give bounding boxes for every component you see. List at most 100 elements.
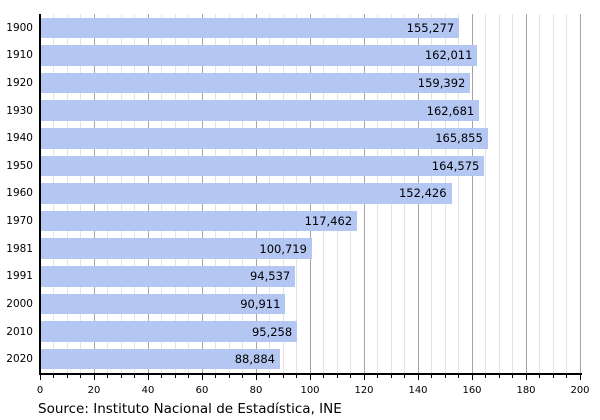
major-tick-60 (201, 375, 203, 380)
minor-tick-165 (485, 375, 486, 378)
bar-1900: 155,277 (40, 17, 460, 39)
major-tick-20 (93, 375, 95, 380)
minor-tick-35 (134, 375, 135, 378)
x-axis-tick-labels: 0 20 40 60 80 100 120 140 160 180 200 (36, 385, 590, 397)
y-axis-label-2020: 2020 (6, 353, 33, 366)
minor-gridline-155 (458, 14, 459, 373)
y-axis-label-1950: 1950 (6, 159, 33, 172)
minor-tick-95 (296, 375, 297, 378)
bar-value-label: 164,575 (431, 158, 480, 173)
minor-tick-105 (323, 375, 324, 378)
minor-tick-190 (552, 375, 554, 378)
bar-1950: 164,575 (40, 155, 485, 177)
minor-tick-135 (404, 375, 405, 378)
minor-tick-185 (539, 375, 540, 378)
major-tick-80 (255, 375, 257, 380)
minor-tick-45 (161, 375, 162, 378)
bar-value-label: 152,426 (398, 186, 447, 201)
x-tick-label-20: 20 (87, 385, 101, 396)
minor-tick-175 (512, 375, 513, 378)
bar-1960: 152,426 (40, 183, 452, 204)
x-tick-label-100: 100 (300, 385, 320, 396)
minor-tick-10 (66, 375, 68, 378)
major-tick-0 (39, 375, 41, 380)
minor-tick-65 (215, 375, 216, 378)
bar-1991: 94,537 (40, 266, 296, 287)
x-tick-label-180: 180 (516, 385, 536, 396)
major-gridline-160 (471, 14, 473, 373)
minor-tick-170 (498, 375, 500, 378)
x-tick-label-140: 140 (408, 385, 428, 396)
y-axis-label-1910: 1910 (6, 49, 33, 62)
x-tick-label-120: 120 (354, 385, 374, 396)
major-gridline-200 (579, 14, 581, 373)
minor-gridline-190 (552, 14, 554, 373)
major-tick-200 (579, 375, 581, 380)
minor-tick-110 (336, 375, 338, 378)
major-tick-140 (417, 375, 419, 380)
y-axis-label-1940: 1940 (6, 132, 33, 145)
x-tick-label-0: 0 (36, 385, 44, 396)
minor-tick-50 (174, 375, 176, 378)
bar-value-label: 100,719 (259, 241, 307, 256)
major-tick-160 (471, 375, 473, 380)
bar-1930: 162,681 (40, 100, 480, 121)
minor-tick-70 (228, 375, 230, 378)
bar-1970: 117,462 (40, 210, 358, 232)
minor-tick-155 (458, 375, 459, 378)
bar-1910: 162,011 (40, 45, 478, 66)
minor-tick-90 (282, 375, 284, 378)
bar-value-label: 95,258 (251, 324, 293, 339)
y-axis-label-1970: 1970 (6, 215, 33, 228)
minor-gridline-170 (498, 14, 500, 373)
x-tick-label-40: 40 (141, 385, 155, 396)
bar-value-label: 88,884 (234, 352, 275, 367)
minor-tick-25 (107, 375, 108, 378)
minor-gridline-175 (512, 14, 513, 373)
y-axis-label-2010: 2010 (6, 325, 33, 338)
y-axis-label-1991: 1991 (6, 270, 33, 283)
bar-value-label: 165,855 (435, 131, 483, 146)
y-axis-label-2000: 2000 (6, 297, 33, 310)
bar-2000: 90,911 (40, 293, 286, 315)
bar-value-label: 159,392 (417, 76, 466, 91)
bar-value-label: 94,537 (249, 269, 291, 284)
minor-gridline-195 (566, 14, 567, 373)
source-caption: Source: Instituto Nacional de Estadístic… (38, 401, 342, 417)
bar-value-label: 162,681 (426, 103, 475, 118)
minor-tick-85 (269, 375, 270, 378)
minor-tick-195 (566, 375, 567, 378)
bar-value-label: 117,462 (304, 214, 353, 229)
x-axis-ticks (39, 375, 581, 381)
bar-value-label: 90,911 (240, 296, 281, 311)
minor-tick-130 (390, 375, 392, 378)
plot-area: 155,277 162,011 159,392 162,681 165,855 164,5… (40, 14, 581, 373)
y-axis-label-1981: 1981 (6, 242, 33, 255)
minor-tick-125 (377, 375, 378, 378)
minor-tick-75 (242, 375, 243, 378)
y-axis-line (39, 14, 41, 375)
major-gridline-180 (525, 14, 527, 373)
major-tick-120 (363, 375, 365, 380)
x-tick-label-60: 60 (195, 385, 209, 396)
minor-gridline-165 (485, 14, 486, 373)
bar-1940: 165,855 (40, 127, 488, 149)
bar-2020: 88,884 (40, 348, 280, 370)
x-tick-label-200: 200 (570, 385, 590, 396)
minor-tick-145 (431, 375, 432, 378)
y-axis-label-1900: 1900 (6, 21, 33, 34)
minor-tick-55 (188, 375, 189, 378)
major-tick-40 (147, 375, 149, 380)
major-tick-100 (309, 375, 311, 380)
minor-tick-30 (120, 375, 122, 378)
y-axis-label-1920: 1920 (6, 77, 33, 90)
x-tick-label-160: 160 (462, 385, 482, 396)
minor-tick-115 (350, 375, 351, 378)
minor-tick-15 (80, 375, 81, 378)
minor-tick-150 (444, 375, 446, 378)
x-tick-label-80: 80 (249, 385, 263, 396)
x-axis-line (39, 373, 582, 375)
y-axis-label-1960: 1960 (6, 187, 33, 200)
bar-1920: 159,392 (40, 72, 471, 94)
